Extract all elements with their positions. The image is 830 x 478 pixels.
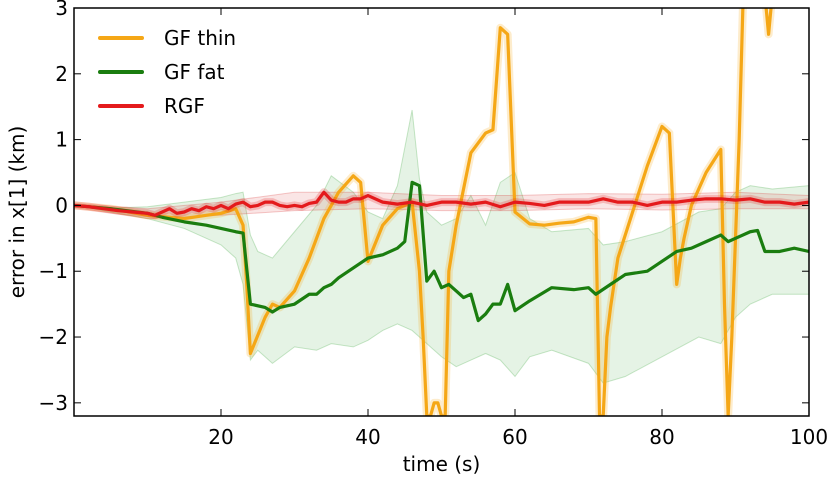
y-tick-label: 2 — [55, 62, 68, 86]
y-tick-label: 1 — [55, 128, 68, 152]
y-tick-label: −2 — [39, 325, 68, 349]
y-tick-label: −1 — [39, 259, 68, 283]
x-tick-label: 100 — [790, 425, 828, 449]
band-gf-fat-band — [74, 109, 809, 384]
band-rgf-band — [74, 191, 809, 220]
x-tick-label: 40 — [355, 425, 380, 449]
x-tick-label: 60 — [502, 425, 527, 449]
x-tick-label: 80 — [649, 425, 674, 449]
legend-label-rgf: RGF — [164, 94, 205, 118]
x-tick-label: 20 — [208, 425, 233, 449]
series-line-gf-thin — [74, 8, 773, 416]
y-tick-label: 3 — [55, 0, 68, 20]
y-tick-label: −3 — [39, 391, 68, 415]
y-tick-label: 0 — [55, 193, 68, 217]
x-axis-label: time (s) — [403, 452, 481, 476]
series-line-gf-fat — [74, 180, 809, 323]
legend-label-gf-fat: GF fat — [164, 60, 225, 84]
series-line-rgf — [74, 190, 809, 217]
plot-frame — [73, 7, 810, 417]
y-axis-label: error in x[1] (km) — [5, 126, 29, 299]
legend: GF thin GF fat RGF — [98, 26, 236, 118]
legend-label-gf-thin: GF thin — [164, 26, 236, 50]
